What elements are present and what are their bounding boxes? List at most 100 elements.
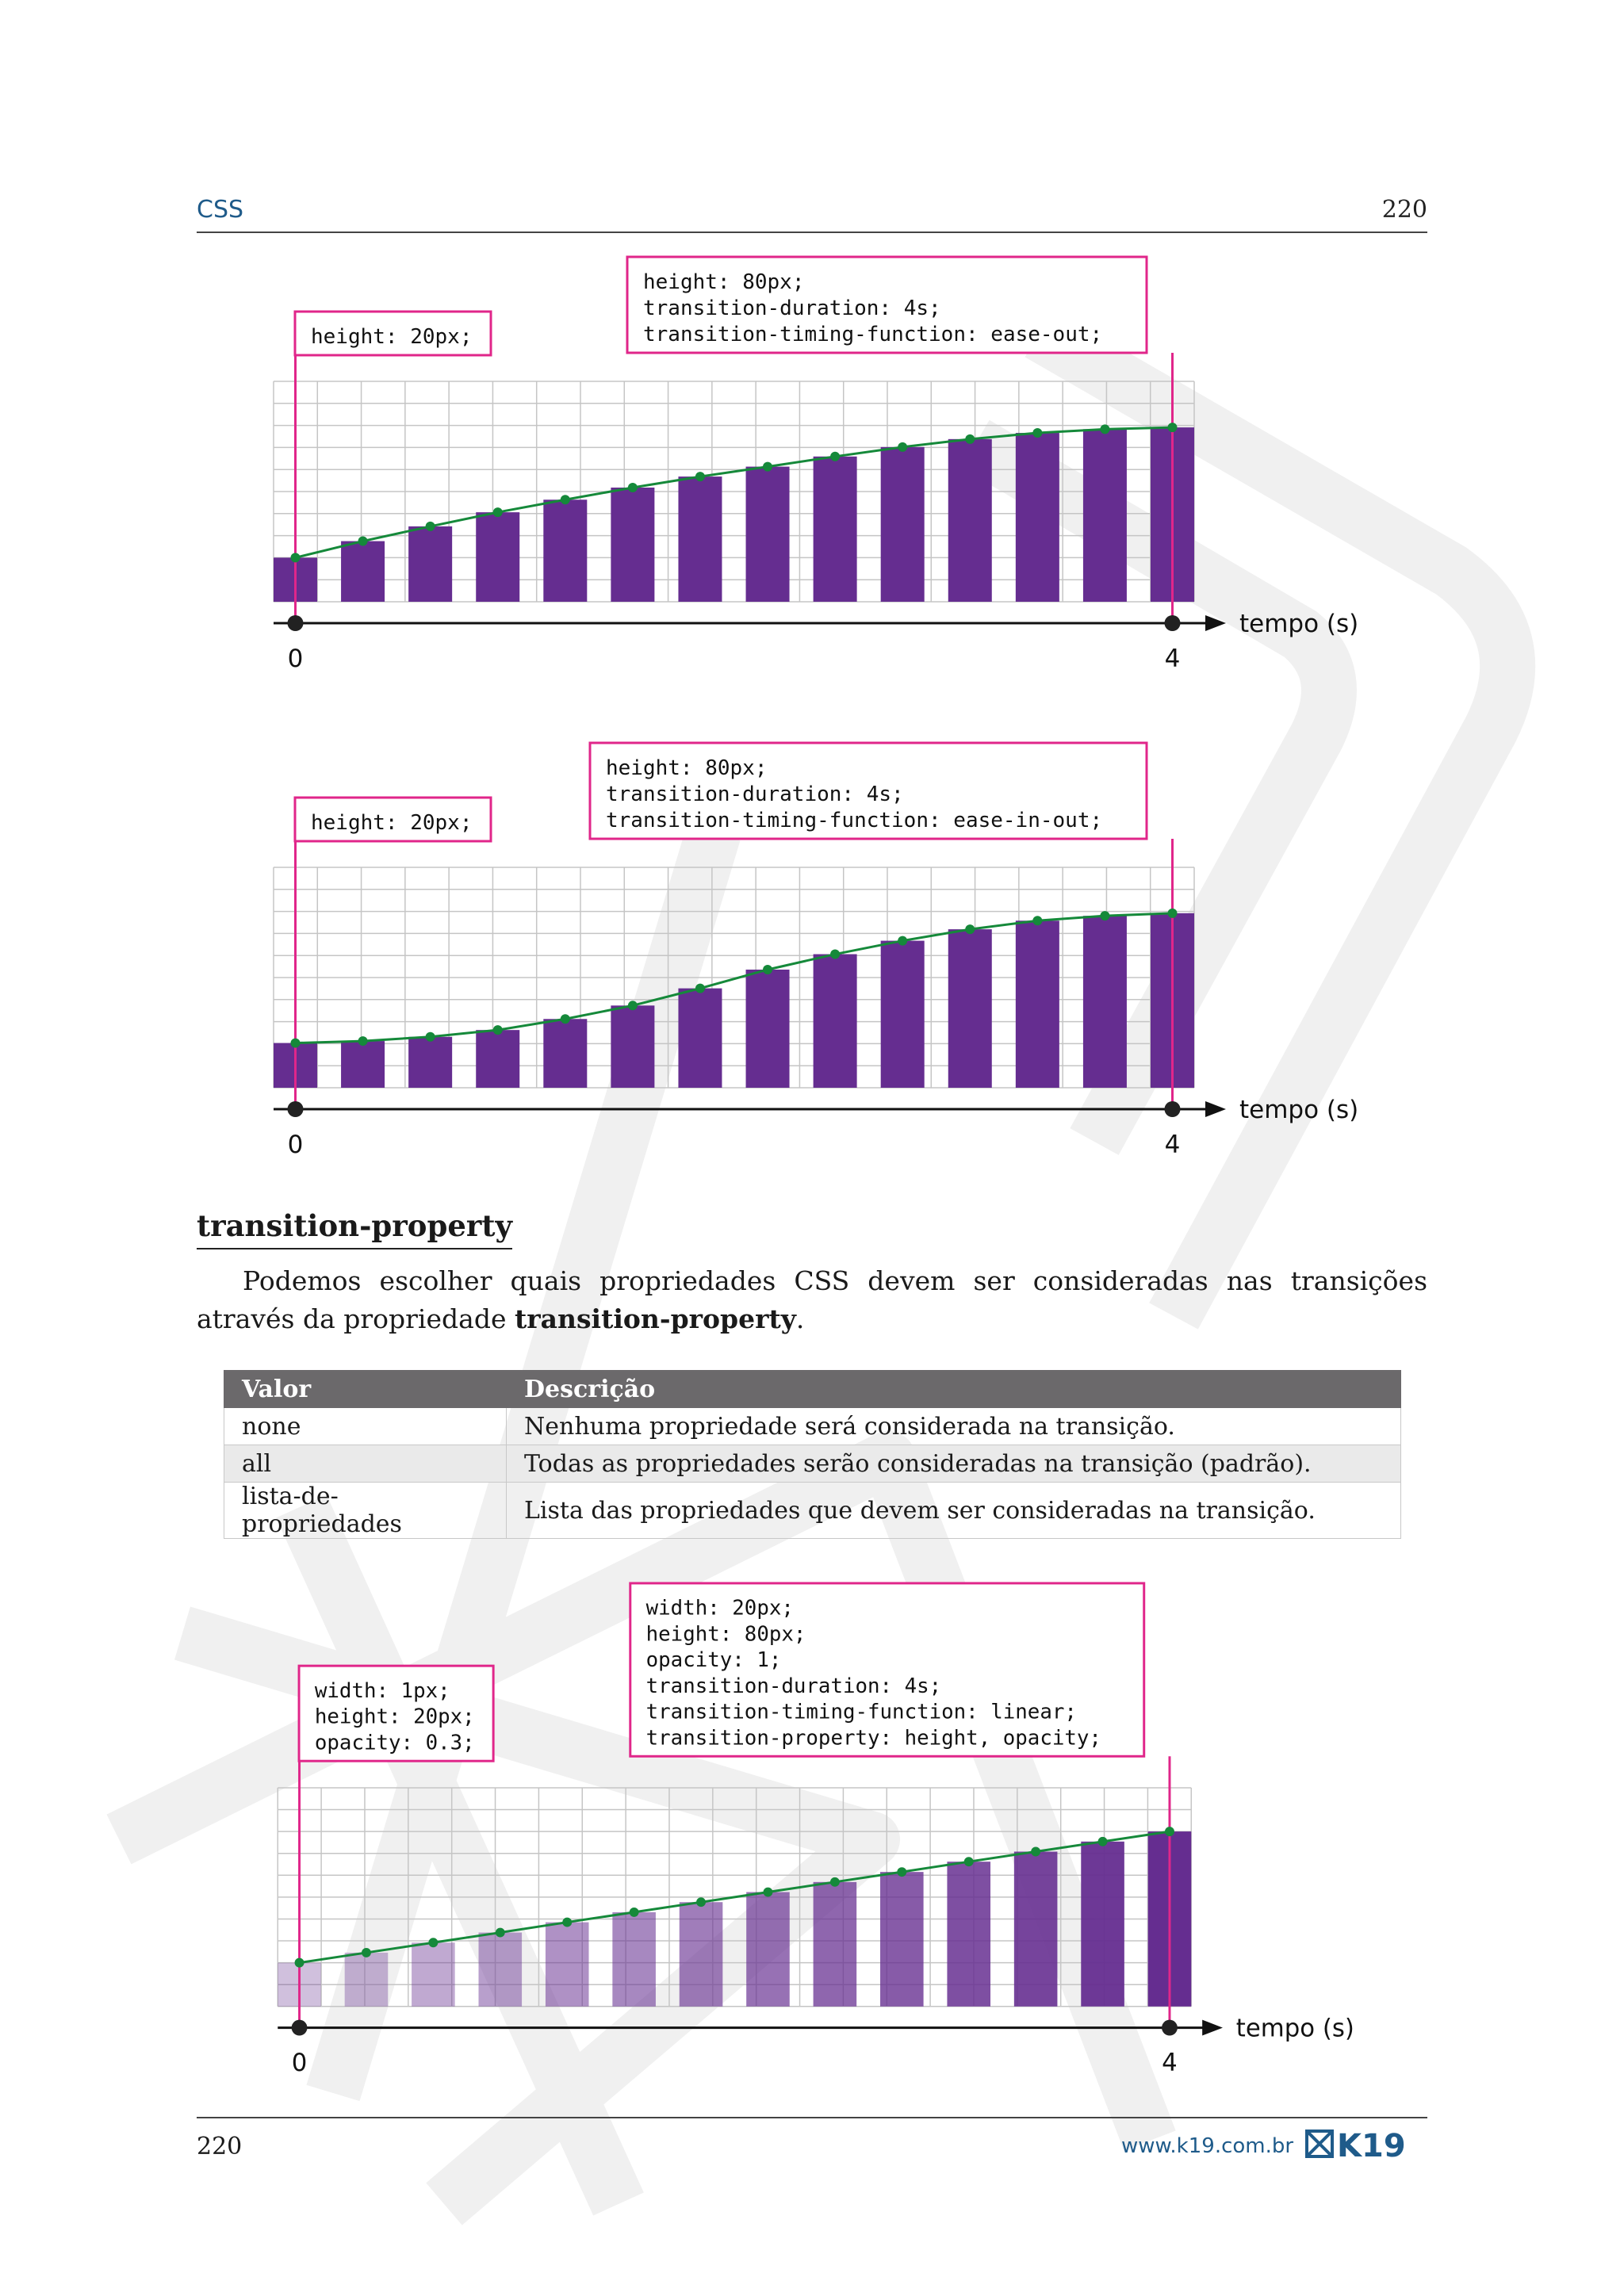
k19-logo: K19: [1305, 2128, 1406, 2160]
callout-line: transition-duration: 4s;: [606, 783, 904, 806]
bar: [1015, 433, 1059, 602]
callout-line: opacity: 0.3;: [315, 1731, 475, 1755]
data-point: [425, 521, 435, 531]
bar: [880, 940, 925, 1088]
table-cell: Nenhuma propriedade será considerada na …: [506, 1407, 1401, 1445]
data-point: [627, 1001, 638, 1011]
bar: [408, 526, 453, 602]
header-rule: [197, 232, 1427, 233]
bar: [1082, 916, 1127, 1088]
axis-end-dot: [1164, 1101, 1181, 1117]
table-cell: Lista das propriedades que devem ser con…: [506, 1482, 1401, 1539]
bar: [476, 512, 520, 602]
chart-ease-out: height: 20px; height: 80px; transition-dur…: [273, 255, 1358, 673]
bar: [543, 1019, 588, 1088]
callout-line: transition-duration: 4s;: [646, 1674, 942, 1698]
bar: [948, 438, 992, 602]
bar: [1081, 1841, 1124, 2007]
table-row: lista-de-propriedades Lista das propried…: [224, 1482, 1401, 1539]
bar: [745, 466, 790, 602]
data-point: [362, 1947, 371, 1957]
start-callout: [297, 1664, 495, 1762]
data-point: [695, 983, 705, 993]
chart-linear: width: 1px;height: 20px;opacity: 0.3; wid…: [277, 1582, 1354, 2077]
callout-line: transition-timing-function: ease-out;: [643, 323, 1102, 346]
callout-line: transition-timing-function: linear;: [646, 1701, 1077, 1724]
footer-page-number: 220: [197, 2133, 243, 2160]
data-point: [358, 536, 368, 546]
data-point: [965, 924, 975, 935]
curve-line: [295, 426, 1173, 559]
bar: [545, 1922, 589, 2007]
logo-text: K19: [1337, 2128, 1406, 2160]
axis-label: tempo (s): [1236, 2014, 1354, 2042]
section-paragraph: Podemos escolher quais propriedades CSS …: [197, 1262, 1427, 1338]
tick-label: 0: [288, 1131, 304, 1159]
data-point: [627, 482, 638, 492]
footer-website-link[interactable]: www.k19.com.br: [1121, 2134, 1294, 2158]
data-point: [1165, 1827, 1174, 1837]
curve-line: [299, 1830, 1170, 1965]
axis-start-dot: [287, 1101, 304, 1117]
callout-line: height: 80px;: [606, 756, 768, 780]
callout-line: height: 20px;: [311, 811, 473, 835]
bar: [478, 1932, 523, 2007]
values-table: Valor Descrição none Nenhuma propriedade…: [224, 1370, 1401, 1539]
data-point: [763, 964, 773, 974]
axis-end-dot: [1164, 615, 1181, 631]
bar: [1082, 429, 1127, 602]
data-point: [294, 1957, 304, 1968]
data-point: [425, 1031, 435, 1042]
data-point: [1100, 424, 1110, 434]
table-cell: Todas as propriedades serão consideradas…: [506, 1445, 1401, 1483]
data-point: [1100, 911, 1110, 921]
data-point: [629, 1907, 639, 1917]
axis-end-dot: [1162, 2019, 1178, 2036]
data-point: [560, 1014, 570, 1024]
bar: [543, 499, 588, 602]
bar: [880, 446, 925, 602]
bar: [813, 954, 857, 1088]
header-page-number: 220: [1381, 196, 1427, 224]
bar: [880, 1872, 924, 2007]
data-point: [492, 507, 503, 518]
tick-label: 4: [1165, 645, 1181, 673]
axis-arrow: [1202, 2019, 1223, 2036]
bar: [813, 1881, 857, 2007]
data-point: [830, 451, 841, 461]
start-callout: [293, 796, 492, 843]
table-header-cell: Descrição: [506, 1370, 1401, 1408]
callout-line: transition-duration: 4s;: [643, 297, 941, 320]
tick-label: 4: [1165, 1131, 1181, 1159]
data-point: [560, 495, 570, 505]
table-header-row: Valor Descrição: [224, 1370, 1401, 1408]
data-point: [1097, 1836, 1108, 1846]
axis-label: tempo (s): [1239, 610, 1358, 638]
footer-rule: [197, 2117, 1427, 2118]
data-point: [358, 1036, 368, 1047]
axis-arrow: [1205, 615, 1226, 631]
data-point: [290, 553, 301, 563]
axis-arrow: [1205, 1101, 1226, 1117]
data-point: [1167, 908, 1178, 918]
bar: [746, 1892, 790, 2007]
data-point: [898, 936, 908, 946]
table-header-cell: Valor: [224, 1370, 507, 1408]
data-point: [1032, 916, 1043, 926]
axis-label: tempo (s): [1239, 1096, 1358, 1124]
bar: [745, 969, 790, 1088]
end-callout: [629, 1582, 1146, 1758]
data-point: [829, 1877, 840, 1887]
bar: [813, 456, 857, 602]
table-row: none Nenhuma propriedade será considerad…: [224, 1407, 1401, 1445]
bar: [1013, 1851, 1058, 2007]
callout-line: height: 20px;: [311, 325, 473, 349]
axis-start-dot: [291, 2019, 308, 2036]
data-point: [1167, 423, 1178, 433]
data-point: [763, 461, 773, 472]
data-point: [763, 1887, 773, 1897]
bar: [1015, 920, 1059, 1088]
bar: [344, 1952, 389, 2007]
tick-label: 0: [288, 645, 304, 673]
bar: [408, 1036, 453, 1088]
